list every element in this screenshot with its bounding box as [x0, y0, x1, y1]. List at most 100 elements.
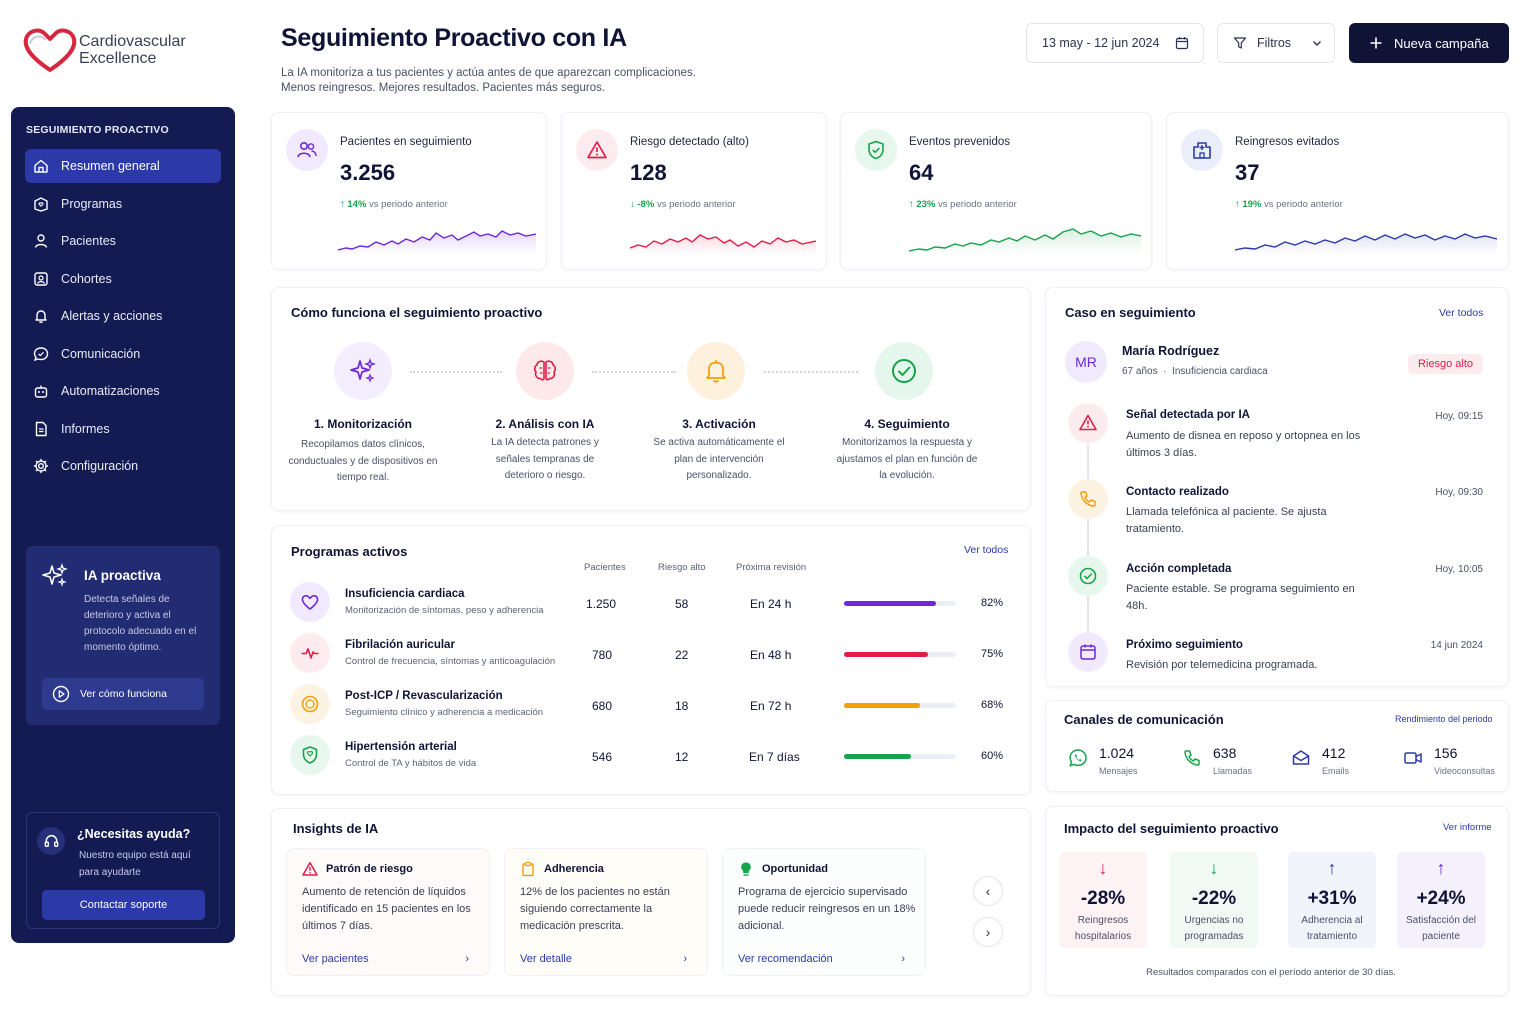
program-name: Insuficiencia cardiaca — [345, 588, 465, 600]
program-patients: 546 — [592, 750, 613, 764]
event-desc: Revisión por telemedicina programada. — [1126, 659, 1318, 671]
filters-dropdown[interactable]: Filtros — [1217, 23, 1335, 63]
insight-card-oportunidad[interactable]: Oportunidad Programa de ejercicio superv… — [722, 848, 926, 976]
step-connector — [592, 371, 676, 373]
insight-body: Aumento de retención de líquidos identif… — [302, 886, 471, 932]
sidebar-item-alertas[interactable]: Alertas y acciones — [25, 299, 221, 333]
table-row[interactable]: Post-ICP / Revascularización Seguimiento… — [272, 682, 1030, 730]
insight-action-link[interactable]: Ver pacientes — [302, 953, 369, 965]
chat-icon — [33, 346, 49, 361]
kpi-delta: ↑ 19% — [1235, 199, 1262, 210]
sidebar-item-configuracion[interactable]: Configuración — [25, 449, 221, 483]
insight-card-riesgo[interactable]: Patrón de riesgo Aumento de retención de… — [286, 848, 490, 976]
program-next: En 72 h — [750, 699, 792, 713]
channel-value: 156 — [1434, 745, 1458, 761]
impact-value: -22% — [1191, 888, 1237, 909]
event-desc: Aumento de disnea en reposo y ortopnea e… — [1126, 430, 1361, 459]
channel-label: Videoconsultas — [1434, 766, 1495, 776]
program-name: Hipertensión arterial — [345, 741, 457, 753]
kpi-value: 128 — [630, 160, 667, 185]
sidebar-item-cohortes[interactable]: Cohortes — [25, 262, 221, 296]
ver-como-funciona-button[interactable]: Ver cómo funciona — [42, 678, 204, 710]
program-name: Post-ICP / Revascularización — [345, 690, 503, 702]
kpi-label: Reingresos evitados — [1235, 136, 1340, 148]
chevron-right-icon[interactable]: › — [465, 953, 469, 965]
table-row[interactable]: Fibrilación auricular Control de frecuen… — [272, 631, 1030, 679]
col-pacientes: Pacientes — [584, 562, 626, 573]
event-desc: Paciente estable. Se programa seguimient… — [1126, 583, 1355, 612]
sidebar-item-label: Resumen general — [61, 159, 160, 173]
sparkles-icon — [42, 563, 68, 587]
page-subtitle: La IA monitoriza a tus pacientes y actúa… — [281, 66, 696, 96]
sparkline-reingresos — [1235, 233, 1497, 255]
sidebar-item-comunicacion[interactable]: Comunicación — [25, 337, 221, 371]
step-title: 3. Activación — [682, 417, 756, 431]
channels-performance-link[interactable]: Rendimiento del periodo — [1395, 714, 1493, 724]
program-sub: Control de TA y hábitos de vida — [345, 758, 477, 769]
kpi-value: 3.256 — [340, 160, 396, 185]
user-icon — [34, 234, 48, 248]
impact-label: Urgencias no programadas — [1184, 915, 1244, 942]
table-row[interactable]: Insuficiencia cardiaca Monitorización de… — [272, 580, 1030, 628]
kpi-value: 37 — [1235, 160, 1260, 185]
ia-card-desc: Detecta señales de deterioro y activa el… — [84, 594, 197, 653]
sidebar-section-title: SEGUIMIENTO PROACTIVO — [26, 124, 169, 136]
brand: Cardiovascular Excellence — [22, 26, 242, 76]
sidebar-item-automatizaciones[interactable]: Automatizaciones — [25, 374, 221, 408]
insight-card-adherencia[interactable]: Adherencia 12% de los pacientes no están… — [504, 848, 708, 976]
chevron-right-icon[interactable]: › — [901, 953, 905, 965]
contactar-soporte-button[interactable]: Contactar soporte — [42, 890, 205, 920]
case-ver-todos-link[interactable]: Ver todos — [1439, 307, 1484, 319]
chevron-left-icon: ‹ — [985, 883, 991, 899]
avatar: MR — [1065, 341, 1107, 383]
event-title: Señal detectada por IA — [1126, 409, 1250, 421]
pulse-icon — [290, 633, 330, 673]
event-title: Próximo seguimiento — [1126, 639, 1243, 651]
kpi-card-reingresos: Reingresos evitados 37 ↑ 19% vs periodo … — [1166, 112, 1509, 270]
program-next: En 24 h — [750, 597, 792, 611]
insights-title: Insights de IA — [293, 821, 379, 836]
clipboard-icon — [522, 861, 534, 877]
dial-icon — [290, 684, 330, 724]
date-range-picker[interactable]: 13 may - 12 jun 2024 — [1026, 23, 1204, 63]
kpi-value: 64 — [909, 160, 934, 185]
progress-bar — [844, 601, 956, 606]
impact-title: Impacto del seguimiento proactivo — [1064, 821, 1279, 836]
impact-value: +24% — [1416, 888, 1466, 909]
warning-icon — [1068, 403, 1108, 443]
event-time: Hoy, 09:15 — [1435, 411, 1483, 422]
insights-next-button[interactable]: › — [973, 917, 1003, 947]
sidebar-item-resumen[interactable]: Resumen general — [25, 149, 221, 183]
help-desc: Nuestro equipo está aquí para ayudarte — [79, 850, 191, 878]
impact-value: -28% — [1080, 888, 1126, 909]
step-title: 2. Análisis con IA — [495, 417, 595, 431]
gear-icon — [33, 458, 49, 474]
programs-icon — [34, 196, 48, 212]
kpi-delta: ↑ 23% — [909, 199, 936, 210]
sidebar-item-label: Cohortes — [61, 271, 112, 286]
new-campaign-button[interactable]: Nueva campaña — [1349, 23, 1509, 63]
programs-ver-todos-link[interactable]: Ver todos — [964, 544, 1009, 556]
insight-action-link[interactable]: Ver detalle — [520, 953, 572, 965]
insight-action-link[interactable]: Ver recomendación — [738, 953, 833, 965]
table-row[interactable]: Hipertensión arterial Control de TA y há… — [272, 733, 1030, 781]
sidebar-item-pacientes[interactable]: Pacientes — [25, 224, 221, 258]
impact-label: Reingresos hospitalarios — [1074, 915, 1132, 942]
impact-ver-informe-link[interactable]: Ver informe — [1443, 822, 1492, 833]
heart-logo-icon — [23, 28, 77, 72]
sidebar-item-programas[interactable]: Programas — [25, 187, 221, 221]
headset-icon — [37, 827, 65, 855]
channels-card — [1045, 700, 1509, 792]
step-desc: Se activa automáticamente el plan de int… — [653, 437, 785, 481]
event-title: Acción completada — [1126, 563, 1232, 575]
progress-bar — [844, 754, 956, 759]
arrow-down-icon: ↓ — [1209, 858, 1219, 878]
insights-prev-button[interactable]: ‹ — [973, 876, 1003, 906]
sidebar-item-informes[interactable]: Informes — [25, 412, 221, 446]
channel-label: Llamadas — [1213, 766, 1253, 776]
sparkles-icon — [334, 342, 392, 400]
kpi-delta-text: vs periodo anterior — [1264, 199, 1343, 210]
channel-value: 638 — [1213, 745, 1237, 761]
chevron-right-icon[interactable]: › — [683, 953, 687, 965]
step-title: 1. Monitorización — [313, 417, 412, 431]
